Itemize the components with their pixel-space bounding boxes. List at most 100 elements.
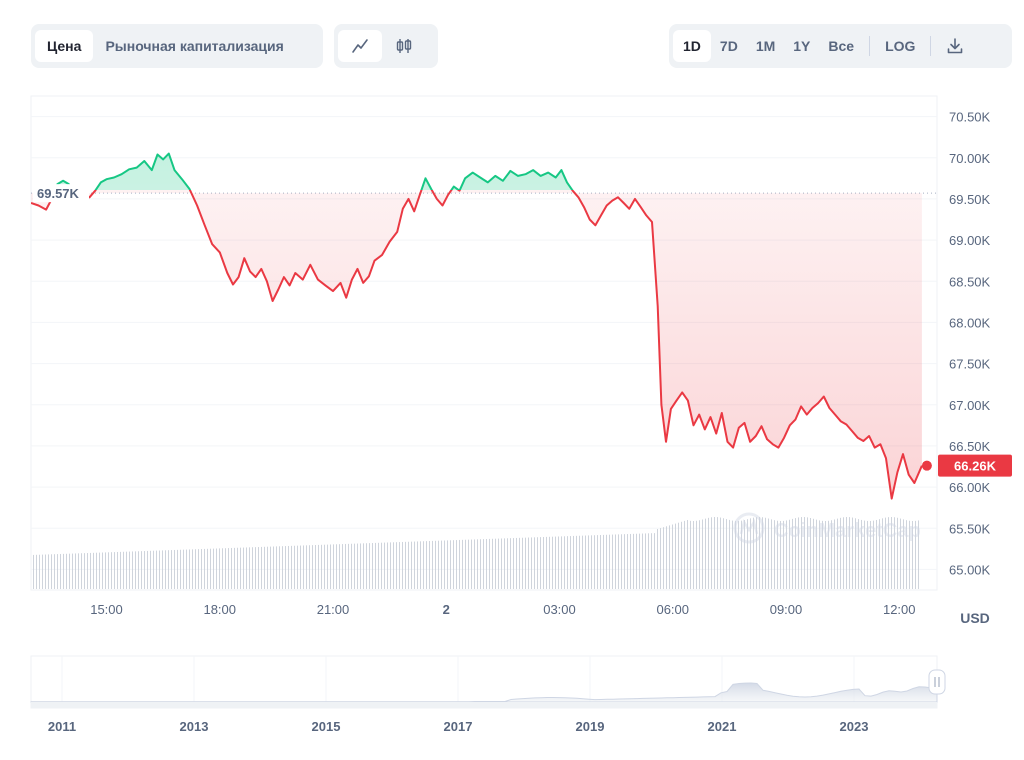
volume-bar	[171, 550, 172, 589]
volume-bar	[804, 517, 805, 589]
volume-bar	[186, 549, 187, 589]
volume-bar	[81, 553, 82, 589]
volume-bar	[264, 546, 265, 589]
volume-bar	[366, 543, 367, 589]
volume-bar	[489, 538, 490, 589]
volume-bar	[459, 539, 460, 589]
chart-tabs: Цена Рыночная капитализация	[31, 24, 323, 68]
volume-bar	[741, 520, 742, 589]
volume-bar	[279, 546, 280, 589]
navigator-tick-label: 2017	[444, 719, 473, 734]
current-price-badge	[938, 454, 1012, 477]
volume-bar	[621, 534, 622, 589]
volume-bar	[684, 520, 685, 589]
volume-bar	[228, 548, 229, 589]
navigator-tick-label: 2023	[840, 719, 869, 734]
volume-bar	[411, 541, 412, 589]
volume-bar	[606, 534, 607, 589]
volume-bar	[102, 552, 103, 589]
watermark-text: CoinMarketCap	[774, 520, 921, 542]
volume-bar	[792, 518, 793, 589]
range-1m-button[interactable]: 1M	[755, 38, 776, 54]
log-scale-button[interactable]: LOG	[885, 38, 916, 54]
volume-bar	[291, 545, 292, 589]
range-7d-button[interactable]: 7D	[719, 38, 738, 54]
volume-bar	[627, 534, 628, 589]
volume-bar	[153, 550, 154, 589]
volume-bar	[693, 520, 694, 589]
volume-bar	[912, 520, 913, 589]
volume-bar	[288, 545, 289, 589]
range-1y-button[interactable]: 1Y	[793, 38, 811, 54]
volume-bar	[525, 537, 526, 589]
volume-bar	[840, 517, 841, 589]
volume-bar	[492, 538, 493, 589]
x-tick-label: 09:00	[770, 602, 803, 617]
volume-bar	[543, 537, 544, 589]
line-chart-button[interactable]	[338, 30, 382, 62]
volume-bar	[342, 544, 343, 589]
volume-bar	[495, 538, 496, 589]
volume-bar	[480, 539, 481, 589]
volume-bar	[273, 546, 274, 589]
y-tick-label: 69.00K	[949, 233, 991, 248]
volume-bar	[72, 553, 73, 589]
volume-bar	[432, 540, 433, 589]
volume-bar	[75, 553, 76, 589]
volume-bar	[831, 520, 832, 589]
time-navigator[interactable]: 2011 2013 2015 2017 2019 2021 2023	[30, 655, 946, 734]
volume-bar	[753, 517, 754, 589]
volume-bar	[699, 520, 700, 589]
volume-bar	[357, 543, 358, 589]
volume-bar	[717, 517, 718, 589]
volume-bar	[561, 536, 562, 589]
range-1d-button[interactable]: 1D	[673, 30, 711, 62]
y-tick-label: 65.00K	[949, 562, 991, 577]
download-icon	[948, 38, 963, 54]
volume-bar	[63, 553, 64, 589]
volume-bar	[603, 534, 604, 589]
coinmarketcap-logo-icon	[733, 512, 765, 544]
volume-bar	[54, 554, 55, 589]
volume-bar	[237, 547, 238, 589]
volume-bar	[819, 520, 820, 589]
navigator-scrollbar[interactable]	[31, 702, 937, 708]
volume-bar	[402, 541, 403, 589]
volume-bar	[219, 548, 220, 589]
volume-bar	[426, 541, 427, 589]
volume-bar	[828, 520, 829, 589]
volume-bar	[654, 533, 655, 589]
volume-bar	[315, 545, 316, 589]
volume-bar	[834, 519, 835, 589]
volume-bar	[108, 552, 109, 589]
candlestick-button[interactable]	[382, 30, 426, 62]
volume-bar	[579, 535, 580, 589]
volume-bar	[213, 548, 214, 589]
volume-bar	[141, 551, 142, 589]
volume-bar	[552, 536, 553, 589]
volume-bar	[123, 551, 124, 589]
volume-bar	[312, 545, 313, 589]
range-all-button[interactable]: Все	[828, 38, 855, 54]
tab-market-cap[interactable]: Рыночная капитализация	[105, 38, 284, 54]
volume-bar	[204, 548, 205, 589]
download-button[interactable]	[937, 30, 973, 62]
volume-bar	[423, 541, 424, 589]
tab-price[interactable]: Цена	[35, 30, 94, 62]
volume-bar	[843, 517, 844, 589]
y-tick-label: 67.50K	[949, 357, 991, 372]
y-tick-label: 65.50K	[949, 521, 991, 536]
volume-bar	[582, 535, 583, 589]
volume-bar	[447, 540, 448, 589]
volume-bar	[105, 552, 106, 589]
volume-bar	[255, 547, 256, 589]
volume-bar	[465, 539, 466, 589]
volume-bar	[873, 520, 874, 589]
y-tick-label: 70.00K	[949, 151, 991, 166]
volume-bar	[630, 533, 631, 589]
volume-bar	[306, 545, 307, 589]
volume-bar	[633, 533, 634, 589]
volume-bar	[801, 517, 802, 589]
navigator-handle[interactable]	[928, 669, 946, 695]
